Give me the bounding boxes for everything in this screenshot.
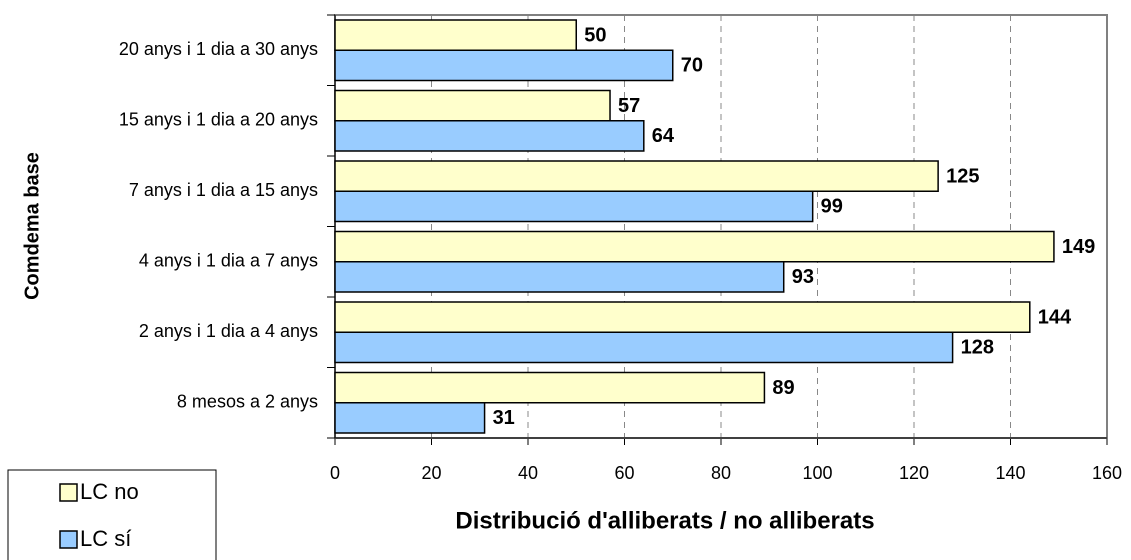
- data-label: 31: [493, 407, 515, 429]
- bar: [334, 331, 954, 364]
- bar: [334, 49, 674, 82]
- data-label: 128: [961, 337, 994, 359]
- bar: [334, 120, 645, 152]
- data-label: 144: [1038, 306, 1072, 328]
- y-tick-label: 4 anys i 1 dia a 7 anys: [139, 251, 318, 271]
- x-axis-title: Distribució d'alliberats / no alliberats: [455, 507, 874, 534]
- x-tick-label: 100: [802, 463, 832, 483]
- x-tick-label: 120: [899, 463, 929, 483]
- legend-label: LC sí: [80, 526, 131, 551]
- data-label: 93: [792, 266, 814, 288]
- data-label: 64: [652, 125, 675, 147]
- data-label: 125: [946, 165, 979, 187]
- bar: [334, 19, 577, 51]
- x-tick-label: 160: [1092, 463, 1122, 483]
- y-tick-label: 20 anys i 1 dia a 30 anys: [119, 39, 318, 59]
- x-tick-label: 40: [518, 463, 538, 483]
- legend-swatch: [59, 530, 78, 549]
- bar: [334, 190, 814, 223]
- data-label: 57: [618, 95, 640, 117]
- bar: [334, 230, 1055, 263]
- x-tick-label: 80: [711, 463, 731, 483]
- bar: [334, 160, 939, 192]
- x-tick-label: 20: [421, 463, 441, 483]
- legend-label: LC no: [80, 479, 139, 504]
- bar: [334, 301, 1031, 333]
- y-axis-title: Comdema base: [21, 152, 43, 300]
- y-tick-label: 7 anys i 1 dia a 15 anys: [129, 180, 318, 200]
- x-tick-label: 0: [330, 463, 340, 483]
- y-tick-label: 2 anys i 1 dia a 4 anys: [139, 321, 318, 341]
- y-tick-label: 8 mesos a 2 anys: [177, 392, 318, 412]
- x-tick-label: 140: [995, 463, 1025, 483]
- data-label: 70: [681, 55, 703, 77]
- bar: [334, 402, 486, 434]
- y-tick-label: 15 anys i 1 dia a 20 anys: [119, 110, 318, 130]
- bar: [334, 371, 766, 404]
- x-tick-label: 60: [614, 463, 634, 483]
- data-label: 89: [772, 377, 794, 399]
- bar: [334, 89, 611, 122]
- legend-swatch: [59, 483, 78, 502]
- data-label: 50: [584, 24, 606, 46]
- data-label: 99: [821, 196, 843, 218]
- data-label: 149: [1062, 236, 1095, 258]
- bar: [334, 261, 785, 293]
- legend-box: [7, 469, 217, 560]
